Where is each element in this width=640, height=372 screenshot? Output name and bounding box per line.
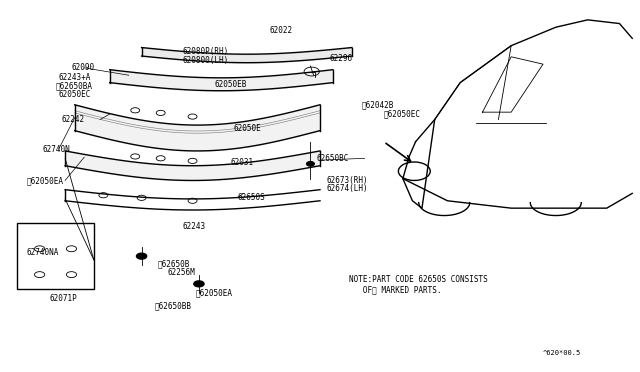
Text: 62031: 62031 xyxy=(231,157,254,167)
Text: 62256M: 62256M xyxy=(167,268,195,277)
Text: 62243+A: 62243+A xyxy=(59,73,91,81)
Text: 62673(RH): 62673(RH) xyxy=(326,176,368,185)
Text: 62650S: 62650S xyxy=(237,193,265,202)
Circle shape xyxy=(136,253,147,259)
Text: 620800(LH): 620800(LH) xyxy=(183,56,229,65)
Text: 62071P: 62071P xyxy=(49,294,77,303)
Bar xyxy=(17,223,94,289)
Text: 62242: 62242 xyxy=(62,115,85,124)
Text: NOTE:PART CODE 62650S CONSISTS
   OF❎ MARKED PARTS.: NOTE:PART CODE 62650S CONSISTS OF❎ MARKE… xyxy=(349,275,488,294)
Text: 62080P(RH): 62080P(RH) xyxy=(183,47,229,56)
Text: ❎62650BB: ❎62650BB xyxy=(154,301,191,311)
Text: 62090: 62090 xyxy=(72,63,95,72)
Circle shape xyxy=(194,281,204,287)
Text: 62022: 62022 xyxy=(269,26,292,35)
Text: 62050EC: 62050EC xyxy=(59,90,91,99)
Text: ❎62050EA: ❎62050EA xyxy=(27,176,64,185)
Text: 62740N: 62740N xyxy=(43,145,70,154)
Text: 62650BC: 62650BC xyxy=(317,154,349,163)
Text: ❎62050EA: ❎62050EA xyxy=(196,289,233,298)
Text: 62674(LH): 62674(LH) xyxy=(326,185,368,193)
Circle shape xyxy=(307,161,314,166)
Text: 62296: 62296 xyxy=(330,54,353,63)
Text: 62243: 62243 xyxy=(183,222,206,231)
Text: 62050EB: 62050EB xyxy=(215,80,247,89)
Text: ❎62042B: ❎62042B xyxy=(362,100,394,109)
Text: ❎62650B: ❎62650B xyxy=(157,259,190,268)
Text: 62740NA: 62740NA xyxy=(27,248,60,257)
Text: ❎62050EC: ❎62050EC xyxy=(384,109,420,119)
Text: 62050E: 62050E xyxy=(234,124,262,133)
Text: ^620*00.5: ^620*00.5 xyxy=(543,350,581,356)
Text: ❎62650BA: ❎62650BA xyxy=(56,82,93,91)
